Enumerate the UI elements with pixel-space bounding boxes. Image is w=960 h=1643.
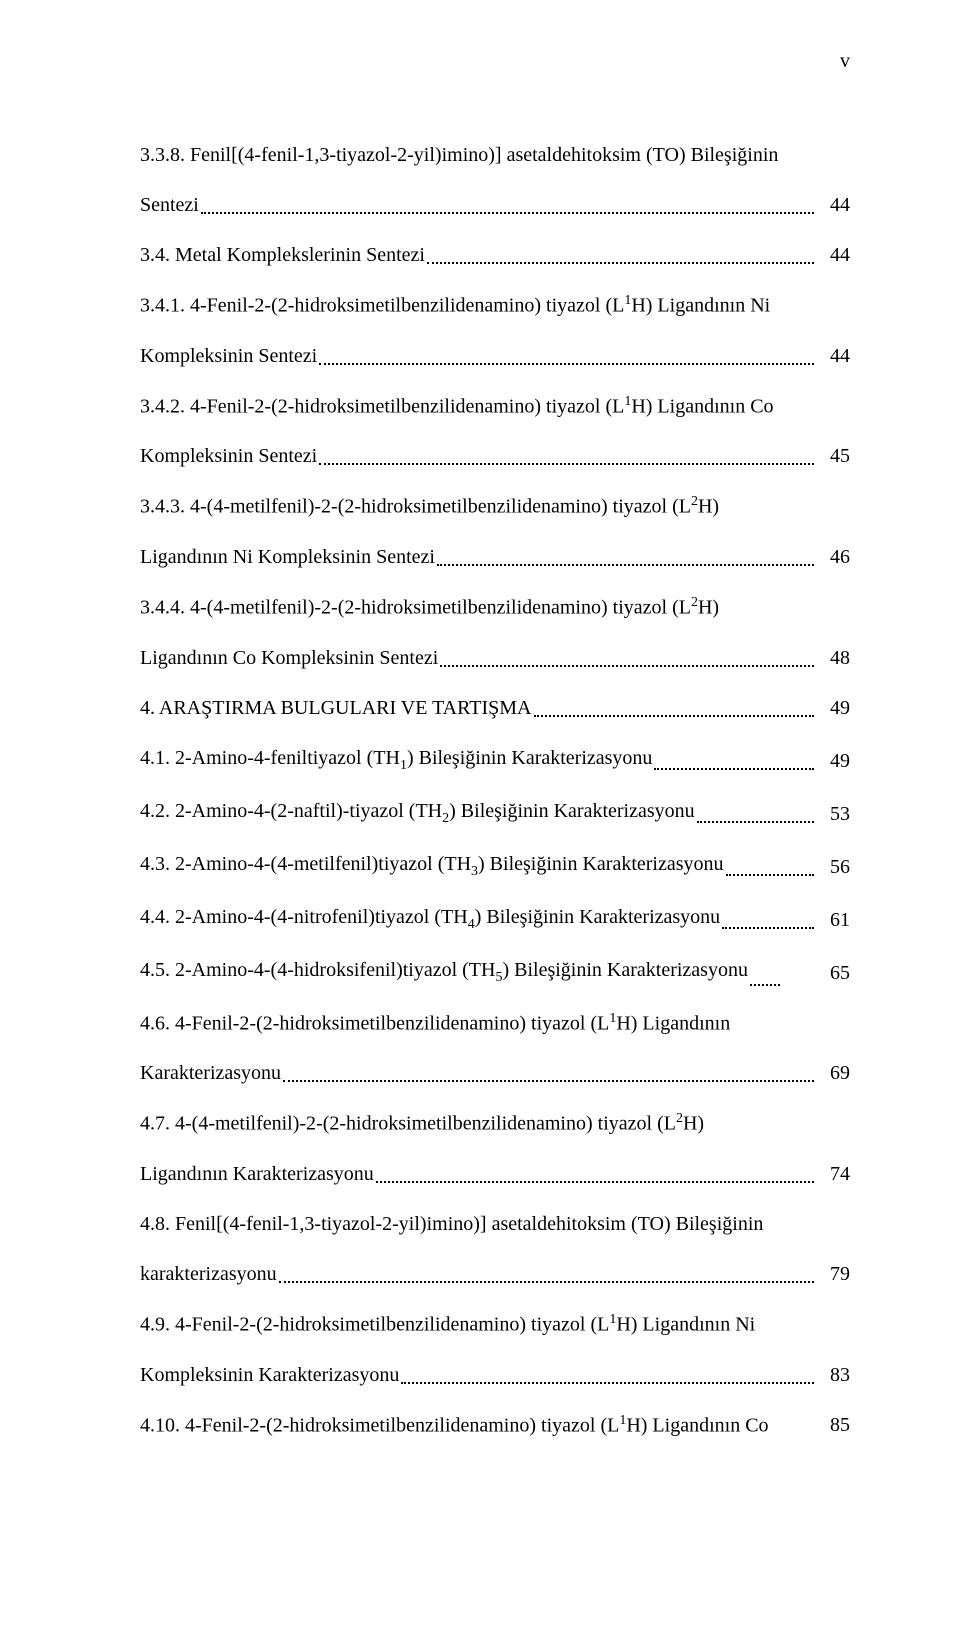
toc-page-number: 53 <box>816 799 850 829</box>
toc-entry-text: Ligandının Karakterizasyonu <box>140 1159 374 1189</box>
toc-line: 3.4.1. 4-Fenil-2-(2-hidroksimetilbenzili… <box>140 270 850 321</box>
toc-line: 3.4.4. 4-(4-metilfenil)-2-(2-hidroksimet… <box>140 572 850 623</box>
toc-entry-text: 3.4. Metal Komplekslerinin Sentezi <box>140 240 425 270</box>
toc-entry: 4.2. 2-Amino-4-(2-naftil)-tiyazol (TH2) … <box>140 776 850 829</box>
toc-entry: 4.1. 2-Amino-4-feniltiyazol (TH1) Bileşi… <box>140 723 850 776</box>
toc-entry: Kompleksinin Karakterizasyonu 83 <box>140 1340 850 1390</box>
toc-entry: 3.4. Metal Komplekslerinin Sentezi 44 <box>140 220 850 270</box>
toc-entry-text: 4.10. 4-Fenil-2-(2-hidroksimetilbenzilid… <box>140 1410 769 1441</box>
toc-entry-text: Kompleksinin Karakterizasyonu <box>140 1360 399 1390</box>
toc-entry-text: 4.4. 2-Amino-4-(4-nitrofenil)tiyazol (TH… <box>140 902 720 935</box>
toc-page-number: 49 <box>816 693 850 723</box>
toc-entry: karakterizasyonu 79 <box>140 1239 850 1289</box>
page-number: v <box>840 50 850 73</box>
toc-entry-text: 4.2. 2-Amino-4-(2-naftil)-tiyazol (TH2) … <box>140 796 695 829</box>
toc-page-number: 45 <box>816 441 850 471</box>
toc-entry: Kompleksinin Sentezi 45 <box>140 421 850 471</box>
toc-entry: Kompleksinin Sentezi 44 <box>140 321 850 371</box>
toc-leader-dots <box>319 463 814 465</box>
toc-entry: 4.4. 2-Amino-4-(4-nitrofenil)tiyazol (TH… <box>140 882 850 935</box>
toc-line: 4.9. 4-Fenil-2-(2-hidroksimetilbenzilide… <box>140 1289 850 1340</box>
toc-entry: 4.10. 4-Fenil-2-(2-hidroksimetilbenzilid… <box>140 1390 850 1441</box>
toc-entry-text: karakterizasyonu <box>140 1259 277 1289</box>
toc-page-number: 48 <box>816 643 850 673</box>
toc-leader-dots <box>697 821 814 823</box>
toc-line: 4.8. Fenil[(4-fenil-1,3-tiyazol-2-yil)im… <box>140 1189 850 1239</box>
toc-entry-text: Ligandının Co Kompleksinin Sentezi <box>140 643 438 673</box>
toc-leader-dots <box>722 927 814 929</box>
toc-entry: Ligandının Ni Kompleksinin Sentezi 46 <box>140 522 850 572</box>
toc-line: 3.4.2. 4-Fenil-2-(2-hidroksimetilbenzili… <box>140 371 850 422</box>
toc-entry: 4. ARAŞTIRMA BULGULARI VE TARTIŞMA 49 <box>140 673 850 723</box>
table-of-contents: 3.3.8. Fenil[(4-fenil-1,3-tiyazol-2-yil)… <box>140 120 850 1440</box>
toc-entry-text: 4. ARAŞTIRMA BULGULARI VE TARTIŞMA <box>140 693 532 723</box>
toc-page-number: 65 <box>816 958 850 988</box>
toc-entry-text: Karakterizasyonu <box>140 1058 281 1088</box>
toc-page-number: 56 <box>816 852 850 882</box>
toc-leader-dots <box>319 363 814 365</box>
toc-leader-dots <box>279 1281 814 1283</box>
toc-page-number: 49 <box>816 746 850 776</box>
toc-entry-text: Sentezi <box>140 190 199 220</box>
toc-entry-text: Kompleksinin Sentezi <box>140 341 317 371</box>
toc-line: 3.4.3. 4-(4-metilfenil)-2-(2-hidroksimet… <box>140 471 850 522</box>
toc-entry-text: 4.3. 2-Amino-4-(4-metilfenil)tiyazol (TH… <box>140 849 724 882</box>
toc-page-number: 46 <box>816 542 850 572</box>
toc-line: 4.7. 4-(4-metilfenil)-2-(2-hidroksimetil… <box>140 1088 850 1139</box>
toc-page-number: 44 <box>816 341 850 371</box>
toc-leader-dots <box>654 768 814 770</box>
toc-entry: Ligandının Karakterizasyonu 74 <box>140 1139 850 1189</box>
toc-page-number: 44 <box>816 190 850 220</box>
toc-entry-text: Ligandının Ni Kompleksinin Sentezi <box>140 542 435 572</box>
toc-line: 3.3.8. Fenil[(4-fenil-1,3-tiyazol-2-yil)… <box>140 120 850 170</box>
toc-page-number: 79 <box>816 1259 850 1289</box>
toc-page-number: 61 <box>816 905 850 935</box>
toc-entry: Karakterizasyonu 69 <box>140 1038 850 1088</box>
toc-leader-dots <box>201 212 814 214</box>
toc-entry-text: Kompleksinin Sentezi <box>140 441 317 471</box>
toc-leader-dots <box>401 1382 814 1384</box>
toc-entry-text: 4.1. 2-Amino-4-feniltiyazol (TH1) Bileşi… <box>140 743 652 776</box>
page-container: v 3.3.8. Fenil[(4-fenil-1,3-tiyazol-2-yi… <box>0 0 960 1643</box>
toc-line: 4.6. 4-Fenil-2-(2-hidroksimetilbenzilide… <box>140 988 850 1039</box>
toc-entry: Ligandının Co Kompleksinin Sentezi 48 <box>140 623 850 673</box>
toc-leader-dots <box>283 1080 814 1082</box>
toc-leader-dots <box>437 564 814 566</box>
toc-page-number: 44 <box>816 240 850 270</box>
toc-leader-dots <box>440 665 814 667</box>
toc-leader-dots <box>726 874 814 876</box>
toc-leader-dots <box>534 715 815 717</box>
toc-entry: 4.3. 2-Amino-4-(4-metilfenil)tiyazol (TH… <box>140 829 850 882</box>
toc-entry: Sentezi 44 <box>140 170 850 220</box>
toc-leader-dots <box>427 262 814 264</box>
toc-page-number: 85 <box>816 1410 850 1440</box>
toc-leader-dots <box>376 1181 814 1183</box>
toc-page-number: 69 <box>816 1058 850 1088</box>
toc-leader-dots <box>750 984 780 986</box>
toc-entry: 4.5. 2-Amino-4-(4-hidroksifenil)tiyazol … <box>140 935 850 988</box>
toc-page-number: 83 <box>816 1360 850 1390</box>
toc-entry-text: 4.5. 2-Amino-4-(4-hidroksifenil)tiyazol … <box>140 955 748 988</box>
toc-page-number: 74 <box>816 1159 850 1189</box>
